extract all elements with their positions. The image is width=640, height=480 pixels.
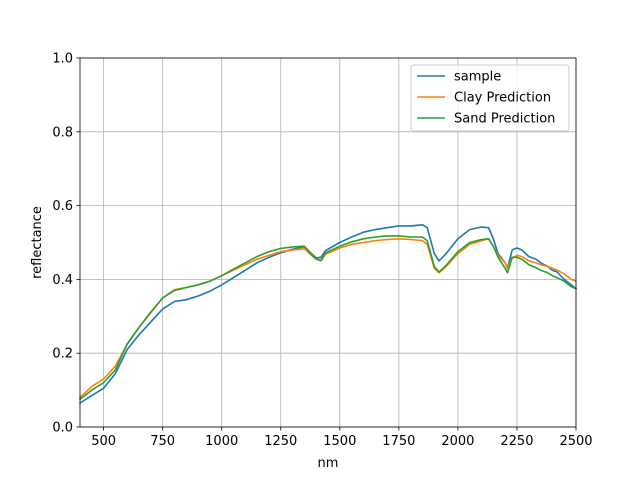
x-tick-label: 750 bbox=[150, 434, 175, 449]
y-tick-label: 0.0 bbox=[52, 421, 73, 436]
plot-area-frame bbox=[79, 57, 577, 428]
y-axis-title: reflectance bbox=[30, 206, 45, 279]
y-tick-label: 1.0 bbox=[52, 52, 73, 67]
legend-box bbox=[410, 64, 570, 132]
y-tick-label: 0.4 bbox=[52, 273, 73, 288]
legend-label: Sand Prediction bbox=[454, 112, 555, 127]
series-line-sample bbox=[79, 224, 577, 404]
legend-item: sample bbox=[417, 70, 501, 85]
x-tick-label: 1500 bbox=[323, 434, 356, 449]
series-layer bbox=[79, 224, 577, 404]
x-axis-title: nm bbox=[318, 456, 339, 471]
y-tick-label: 0.2 bbox=[52, 347, 73, 362]
y-tick-label: 0.8 bbox=[52, 125, 73, 140]
legend-label: Clay Prediction bbox=[454, 91, 551, 106]
x-tick-label: 1000 bbox=[205, 434, 238, 449]
legend-label: sample bbox=[454, 70, 501, 85]
series-line-sand-prediction bbox=[79, 235, 577, 401]
legend-item: Clay Prediction bbox=[417, 91, 551, 106]
y-tick-label: 0.6 bbox=[52, 199, 73, 214]
legend: sample Clay Prediction Sand Prediction bbox=[410, 64, 570, 132]
x-tick-label: 2250 bbox=[500, 434, 533, 449]
x-tick-label: 500 bbox=[91, 434, 116, 449]
ticks-layer: 500 750 1000 1250 1500 1750 2000 2250 2500 0.0 0.2… bbox=[52, 52, 592, 450]
x-tick-label: 1250 bbox=[264, 434, 297, 449]
x-tick-label: 2500 bbox=[559, 434, 592, 449]
x-tick-label: 1750 bbox=[382, 434, 415, 449]
x-tick-label: 2000 bbox=[441, 434, 474, 449]
legend-item: Sand Prediction bbox=[417, 112, 555, 127]
